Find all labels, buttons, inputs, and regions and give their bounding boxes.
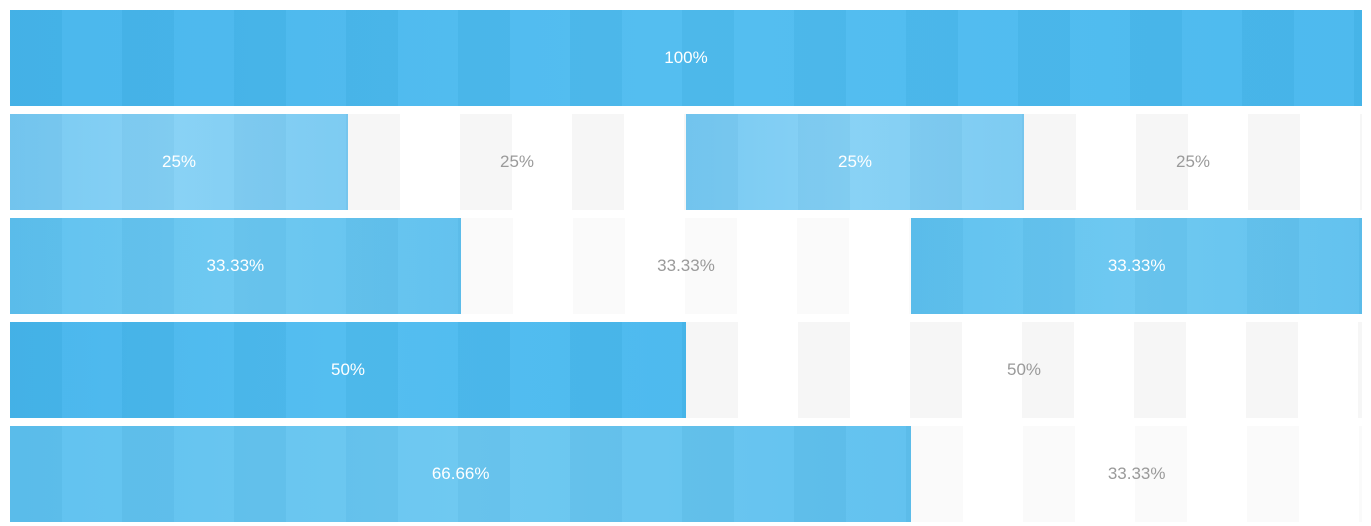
grid-row-two-thirds: 66.66% 33.33% xyxy=(10,426,1362,522)
grid-cell-label: 25% xyxy=(837,152,873,171)
grid-row-thirds: 33.33% 33.33% 33.33% xyxy=(10,218,1362,314)
grid-cell-label: 33.33% xyxy=(206,256,265,275)
grid-cell-33: 33.33% xyxy=(460,218,912,314)
grid-cell-50: 50% xyxy=(686,322,1362,418)
grid-cell-33: 33.33% xyxy=(911,218,1362,314)
column-grid-demo: 100% 25% 25% 25% 25% 33.33% 33.33% 33.33… xyxy=(10,10,1362,522)
grid-cell-25: 25% xyxy=(686,114,1024,210)
grid-cell-66: 66.66% xyxy=(10,426,912,522)
grid-cell-100: 100% xyxy=(10,10,1362,106)
grid-cell-label: 66.66% xyxy=(431,464,490,483)
grid-cell-label: 25% xyxy=(161,152,197,171)
grid-cell-33: 33.33% xyxy=(10,218,461,314)
grid-cell-label: 50% xyxy=(330,360,366,379)
grid-cell-label: 25% xyxy=(1175,152,1211,171)
grid-row-halves: 50% 50% xyxy=(10,322,1362,418)
grid-cell-label: 33.33% xyxy=(1107,464,1166,483)
grid-row-quarters: 25% 25% 25% 25% xyxy=(10,114,1362,210)
grid-cell-label: 33.33% xyxy=(1107,256,1166,275)
grid-cell-label: 50% xyxy=(1006,360,1042,379)
grid-cell-25: 25% xyxy=(1024,114,1362,210)
grid-cell-label: 100% xyxy=(664,48,708,67)
grid-cell-25: 25% xyxy=(10,114,348,210)
grid-cell-33: 33.33% xyxy=(911,426,1362,522)
grid-cell-label: 25% xyxy=(499,152,535,171)
grid-cell-50: 50% xyxy=(10,322,686,418)
grid-cell-label: 33.33% xyxy=(657,256,715,275)
grid-row-full: 100% xyxy=(10,10,1362,106)
grid-cell-25: 25% xyxy=(348,114,686,210)
